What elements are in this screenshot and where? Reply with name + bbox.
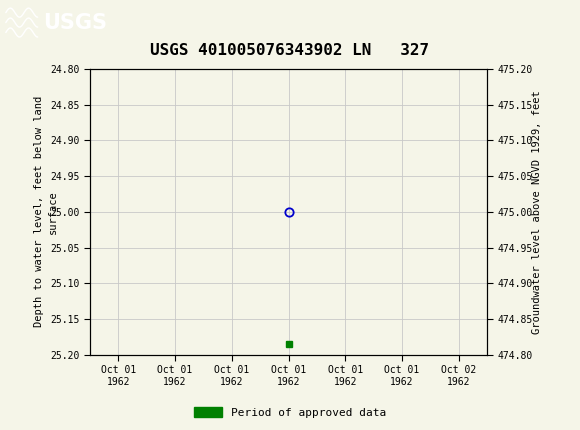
- Y-axis label: Groundwater level above NGVD 1929, feet: Groundwater level above NGVD 1929, feet: [532, 90, 542, 334]
- Text: USGS: USGS: [44, 12, 107, 33]
- Legend: Period of approved data: Period of approved data: [190, 403, 390, 422]
- Text: USGS 401005076343902 LN   327: USGS 401005076343902 LN 327: [150, 43, 430, 58]
- Y-axis label: Depth to water level, feet below land
surface: Depth to water level, feet below land su…: [34, 96, 57, 327]
